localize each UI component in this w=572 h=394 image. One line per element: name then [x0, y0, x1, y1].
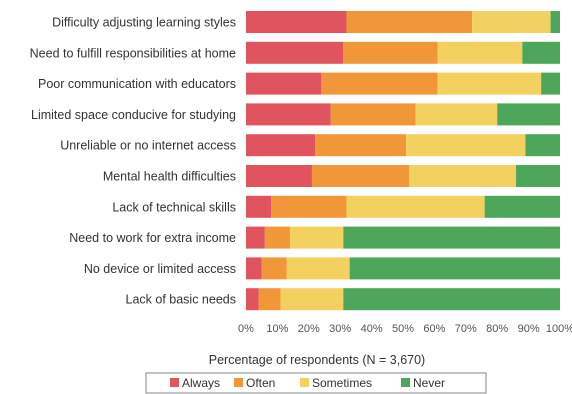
bar-often-10	[258, 288, 281, 311]
legend-swatch-sometimes	[300, 378, 309, 387]
bar-often-8	[264, 226, 290, 249]
x-tick-label: 20%	[298, 323, 320, 335]
bar-never-7	[484, 195, 560, 218]
bar-often-1	[346, 11, 473, 33]
bar-always-10	[246, 288, 259, 311]
category-label: Lack of technical skills	[112, 200, 236, 214]
legend-label-always: Always	[182, 376, 220, 390]
bar-never-2	[522, 41, 560, 64]
legend-swatch-never	[401, 378, 410, 387]
bar-always-2	[246, 41, 344, 64]
bar-always-4	[246, 103, 331, 126]
bar-never-5	[525, 134, 560, 157]
bar-sometimes-4	[415, 103, 498, 126]
bar-never-6	[516, 165, 560, 187]
x-axis-ticks: 0% 10% 20% 30% 40% 50% 60% 70% 80% 90% 100%	[238, 323, 572, 335]
bar-always-9	[246, 257, 262, 280]
legend-label-never: Never	[413, 376, 445, 390]
x-tick-label: 100%	[546, 323, 572, 335]
x-tick-label: 90%	[518, 323, 540, 335]
x-axis-title: Percentage of respondents (N = 3,670)	[209, 353, 425, 367]
legend-swatch-always	[170, 378, 179, 387]
x-tick-label: 80%	[486, 323, 508, 335]
bar-often-6	[311, 165, 410, 187]
x-tick-label: 70%	[455, 323, 477, 335]
x-tick-label: 50%	[392, 323, 414, 335]
x-tick-label: 30%	[329, 323, 351, 335]
x-tick-label: 40%	[361, 323, 383, 335]
category-label: Lack of basic needs	[126, 293, 237, 307]
bar-sometimes-10	[280, 288, 344, 311]
bar-sometimes-9	[286, 257, 350, 280]
legend-label-sometimes: Sometimes	[312, 376, 372, 390]
bar-always-1	[246, 11, 347, 33]
bar-never-1	[550, 11, 560, 33]
category-label: Limited space conducive for studying	[31, 108, 236, 122]
legend-items: Always Often Sometimes Never	[170, 376, 445, 390]
bar-often-2	[343, 41, 438, 64]
bar-never-10	[343, 288, 560, 311]
bar-always-8	[246, 226, 265, 249]
x-tick-label: 10%	[266, 323, 288, 335]
bar-often-7	[271, 195, 347, 218]
bar-always-6	[246, 165, 312, 187]
bar-often-4	[330, 103, 416, 126]
legend-label-often: Often	[246, 376, 275, 390]
bar-always-7	[246, 195, 272, 218]
bar-sometimes-2	[437, 41, 523, 64]
x-tick-label: 60%	[423, 323, 445, 335]
bar-sometimes-8	[289, 226, 344, 249]
bar-sometimes-7	[346, 195, 485, 218]
bar-always-5	[246, 134, 316, 157]
legend: Always Often Sometimes Never	[145, 372, 487, 394]
bar-often-5	[315, 134, 407, 157]
category-label: No device or limited access	[84, 262, 236, 276]
category-label: Unreliable or no internet access	[60, 139, 236, 153]
bar-always-3	[246, 72, 322, 95]
legend-swatch-often	[234, 378, 243, 387]
bar-never-8	[343, 226, 560, 249]
category-label: Poor communication with educators	[38, 77, 236, 91]
category-label: Mental health difficulties	[103, 170, 236, 184]
category-label: Need to fulfill responsibilities at home	[30, 46, 236, 60]
bar-never-4	[497, 103, 560, 126]
x-tick-label: 0%	[238, 323, 254, 335]
category-labels: Difficulty adjusting learning styles Need…	[30, 16, 236, 307]
bar-sometimes-1	[472, 11, 551, 33]
bar-sometimes-3	[437, 72, 542, 95]
bar-never-3	[541, 72, 560, 95]
category-label: Difficulty adjusting learning styles	[52, 16, 236, 30]
bar-sometimes-5	[406, 134, 526, 157]
category-label: Need to work for extra income	[69, 231, 236, 245]
bar-sometimes-6	[409, 165, 517, 187]
bar-never-9	[349, 257, 560, 280]
bar-often-3	[321, 72, 438, 95]
bar-often-9	[261, 257, 287, 280]
bars	[246, 11, 560, 311]
